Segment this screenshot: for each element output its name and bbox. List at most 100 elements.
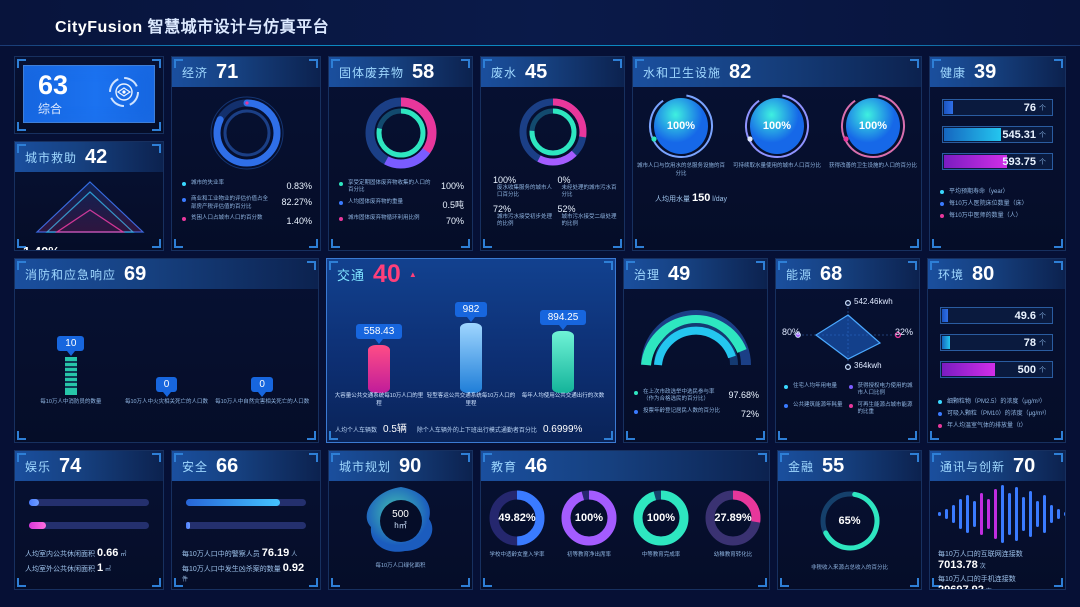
bar-fill [944,101,953,114]
platform-subtitle: 智慧城市设计与仿真平台 [147,19,330,36]
stat-unit: 件 [182,577,189,583]
panel-header-finance: 金融 55 [778,451,921,481]
panel-entertainment[interactable]: 娱乐 74 人均室内公共休闲面积 0.66 ㎡ [14,450,164,590]
planning-center-value: 500 [392,509,409,520]
panel-traffic[interactable]: 交通 40 ▲ 558.43 982 894.25 [326,258,616,443]
panel-fire-emergency[interactable]: 消防和应急响应 69 10 [14,258,319,443]
slider-fill [29,522,46,529]
panel-city-aid[interactable]: 城市救助 42 1.40% 城市人口居住在贫 [14,141,164,251]
water-gauge: 100% 获得改善的卫生设施的人口的百分比 [829,93,917,178]
bar-value: 49.6 [1014,309,1036,322]
panel-water-sanitation[interactable]: 水和卫生设施 82 100% [632,56,922,251]
donut-value: 100% [646,512,676,524]
donut-value: 100% [574,512,604,524]
panel-safety[interactable]: 安全 66 每10万人口中的警察人员 76.19 人 [171,450,321,590]
pyramid-chart [35,181,145,233]
slider-track[interactable] [186,499,306,506]
legend-item: 100% 废水收集服务的城市人口百分比 [489,175,554,200]
panel-header-safety: 安全 66 [172,451,320,481]
radar-target-icon [108,76,140,113]
solid-waste-donut-chart [365,97,437,169]
solid-waste-legend: 享受定期固体废弃物收集的人口的百分比 100% 人均固体废弃物的重量 0.5吨 … [329,176,472,227]
bar-value-bubble: 558.43 [355,324,403,344]
overall-score-tile[interactable]: 63 综合 [23,65,155,123]
metric-caption: 每10万人中消防员的数量 [40,399,102,406]
legend-value: 100% [493,175,517,185]
panel-finance[interactable]: 金融 55 65% 非税收入来源占总收入的百分比 [777,450,922,590]
stat-label: 人均室外公共休闲面积 [25,566,95,573]
legend-dot-icon [784,385,788,389]
slider-track[interactable] [29,522,149,529]
legend-dot-icon [634,391,638,395]
donut-caption: 学校中适龄女童入学率 [489,552,545,558]
economy-legend: 城市的失业率 0.83% 商业和工业物业的评估价值占全部房产税评估值的百分比 8… [172,176,320,227]
panel-telecom[interactable]: 通讯与创新 70 [929,450,1066,590]
panel-city-planning[interactable]: 城市规划 90 500 h㎡ 每1 [328,450,473,590]
legend-item: 获得授权电力使用的城市人口比例 [848,383,914,398]
legend-item: 公共建筑能源年耗量 [784,402,849,417]
panel-education[interactable]: 教育 46 49.82% 学校中适龄女童入学率 [480,450,770,590]
panel-score: 69 [124,263,147,285]
legend-value: 72% [493,203,512,214]
panel-header-city-planning: 城市规划 90 [329,451,472,481]
stat-unit: 次 [979,564,986,570]
metric-bubble: 0 [155,377,178,398]
legend-label: 在上次市政选举中选民参与率（作为合格选民的百分比） [643,389,715,403]
planning-center-unit: h㎡ [394,521,407,530]
legend-label: 可吸入颗粒（PM10）的浓度（μg/m³） [947,411,1051,418]
legend-label: 人均固体废弃物的重量 [348,198,404,205]
donut-value: 49.82% [498,512,536,524]
panel-body-governance: 在上次市政选举中选民参与率（作为合格选民的百分比） 97.68% 投票年龄登记居… [624,289,767,442]
legend-value: 70% [445,215,464,226]
education-donut: 100% 初等教育净出席率 [554,487,624,560]
legend-dot-icon [784,403,788,408]
page-title: CityFusion 智慧城市设计与仿真平台 [55,13,329,37]
panel-header-wastewater: 废水 45 [481,57,624,87]
gauge-value: 100% [762,120,792,132]
panel-overall-score[interactable]: 63 综合 [14,56,164,134]
education-donut: 27.89% 幼稚教育转化比 [698,487,768,560]
energy-radar-chart [795,300,902,370]
stacked-bar-icon [64,357,77,396]
panel-body-finance: 65% 非税收入来源占总收入的百分比 [778,481,921,589]
panel-wastewater[interactable]: 废水 45 100% 废水收集服务的 [480,56,625,251]
waveform-chart [938,485,1065,543]
legend-dot-icon [940,190,944,194]
stat-value: 0.66 [96,547,119,559]
metric-caption: 每10万人中火灾相关死亡的人口数 [124,399,209,406]
legend-value: 72% [740,408,759,419]
panel-economy[interactable]: 经济 71 城市的失业率 0.83% [171,56,321,251]
radar-axis-label: 364kwh [854,361,882,370]
panel-header-environment: 环境 80 [928,259,1065,289]
finance-donut-icon [820,491,879,551]
donut-icon [705,490,761,546]
legend-label: 获得授权电力使用的城市人口比例 [857,383,913,397]
metric-caption: 每10万人中自然灾害相关死亡的人口数 [215,399,310,406]
slider-track[interactable] [186,522,306,529]
dashboard-grid: 63 综合 城市救助 [0,46,1080,607]
panel-body-city-planning: 500 h㎡ 每10万人口绿化面积 [329,481,472,589]
legend-label: 享受定期固体废弃物收集的人口的百分比 [348,180,431,194]
legend-label: 城市的失业率 [191,180,225,186]
dashboard-row-3: 娱乐 74 人均室内公共休闲面积 0.66 ㎡ [14,450,1066,590]
legend-dot-icon [848,385,853,389]
water-drop-gauge-icon [745,94,809,158]
water-drop-gauge-icon [649,94,713,158]
panel-health[interactable]: 健康 39 76 个 545.31 个 [929,56,1066,251]
legend-label: 投票年龄登记居民人数的百分比 [643,407,721,414]
panel-energy[interactable]: 能源 68 542.46kwh 32% 364kwh [775,258,920,443]
slider-track[interactable] [29,499,149,506]
panel-score: 55 [822,455,845,477]
traffic-footer-value: 0.5辆 [383,424,407,436]
emergency-metric: 0 每10万人中自然灾害相关死亡的人口数 [214,374,310,407]
panel-environment[interactable]: 环境 80 49.6 个 78 个 [927,258,1066,443]
metric-bubble: 10 [57,336,85,357]
bar-row: 49.6 个 [940,307,1053,324]
donut-caption: 幼稚教育转化比 [713,552,753,558]
water-gauge: 100% 可持续取水量使用的城市人口百分比 [733,93,821,178]
panel-title: 安全 [182,459,209,474]
safety-stat: 每10万人口中发生凶杀案的数量 0.92 件 [182,562,310,583]
panel-governance[interactable]: 治理 49 在上次市政选举中选民参与率（作为合格选民的百分比） 97.68% [623,258,768,443]
panel-solid-waste[interactable]: 固体废弃物 58 享受定期固体废弃物收集的人口的百分比 100% [328,56,473,251]
panel-body-safety: 每10万人口中的警察人员 76.19 人 每10万人口中发生凶杀案的数量 0.9… [172,481,320,589]
